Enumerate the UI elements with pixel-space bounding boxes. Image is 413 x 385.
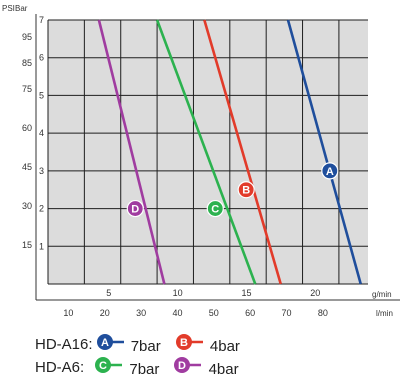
x-unit-upper: g/min: [372, 290, 392, 299]
series-marker-label-a16-7: A: [326, 166, 334, 178]
x-tick-gmin: 15: [241, 288, 251, 298]
x-unit-lower: l/min: [376, 309, 393, 318]
x-tick-lmin: 10: [63, 308, 73, 318]
x-tick-gmin: 5: [106, 288, 111, 298]
legend-marker-b-icon: B: [175, 333, 203, 351]
grid: [47, 19, 368, 285]
legend-text-c: 7bar: [129, 361, 160, 378]
legend-text-b: 4bar: [209, 338, 240, 355]
y-unit-psi: PSI: [2, 4, 15, 13]
legend-model-hd-a16: HD-A16:: [35, 335, 93, 353]
x-tick-lmin: 40: [172, 308, 182, 318]
svg-text:C: C: [99, 360, 107, 372]
x-tick-lmin: 20: [100, 308, 110, 318]
svg-text:B: B: [180, 337, 188, 349]
legend-marker-d-icon: D: [173, 356, 202, 374]
x-tick-lmin: 50: [209, 308, 219, 318]
legend-text-a: 7bar: [130, 338, 161, 355]
y-tick-bar: 5: [39, 90, 44, 100]
legend-item-b: B 4bar: [175, 333, 240, 355]
series-marker-label-a6-4: D: [131, 204, 139, 216]
y-tick-bar: 3: [39, 166, 44, 176]
series-line-a6-4: [97, 19, 166, 285]
y-tick-bar: 7: [39, 15, 44, 25]
series-line-a6-7: [155, 19, 257, 285]
y-tick-psi: 85: [22, 58, 32, 68]
y-tick-bar: 2: [39, 204, 44, 214]
y-tick-bar: 4: [39, 128, 44, 138]
y-unit-bar: Bar: [15, 4, 28, 13]
legend-item-c: C 7bar: [94, 356, 159, 378]
x-tick-gmin: 10: [173, 288, 183, 298]
legend-row-hd-a16: HD-A16: A 7bar B 4bar: [35, 333, 254, 355]
x-tick-lmin: 80: [318, 308, 328, 318]
x-tick-gmin: 20: [310, 288, 320, 298]
y-tick-psi: 45: [22, 162, 32, 172]
x-tick-lmin: 70: [282, 308, 292, 318]
svg-text:A: A: [101, 337, 109, 349]
series-marker-a16-7: [321, 162, 339, 180]
series-marker-label-a6-7: C: [211, 204, 219, 216]
y-tick-psi: 95: [22, 32, 32, 42]
series-line-a16-7: [286, 19, 362, 285]
y-tick-psi: 75: [22, 84, 32, 94]
series-marker-label-a16-4: B: [242, 185, 250, 197]
legend-item-d: D 4bar: [173, 356, 239, 378]
legend-item-a: A 7bar: [96, 333, 161, 355]
legend-text-d: 4bar: [208, 361, 239, 378]
svg-text:D: D: [178, 360, 186, 372]
x-tick-lmin: 60: [245, 308, 255, 318]
series-line-a16-4: [203, 19, 282, 285]
legend-marker-a-icon: A: [96, 333, 124, 351]
y-tick-bar: 6: [39, 53, 44, 63]
y-tick-bar: 1: [39, 241, 44, 251]
series-marker-a6-4: [126, 199, 144, 218]
x-tick-lmin: 30: [136, 308, 146, 318]
y-tick-psi: 30: [22, 201, 32, 211]
y-tick-psi: 60: [22, 123, 32, 133]
legend-row-hd-a6: HD-A6: C 7bar D 4bar: [35, 356, 253, 378]
y-tick-psi: 15: [22, 240, 32, 250]
plot-area: [48, 20, 368, 284]
series-marker-a6-7: [206, 199, 224, 218]
series-lines: A B C D: [97, 19, 362, 285]
series-marker-a16-4: [237, 181, 255, 199]
legend-model-hd-a6: HD-A6:: [35, 358, 85, 376]
legend-marker-c-icon: C: [94, 356, 123, 374]
